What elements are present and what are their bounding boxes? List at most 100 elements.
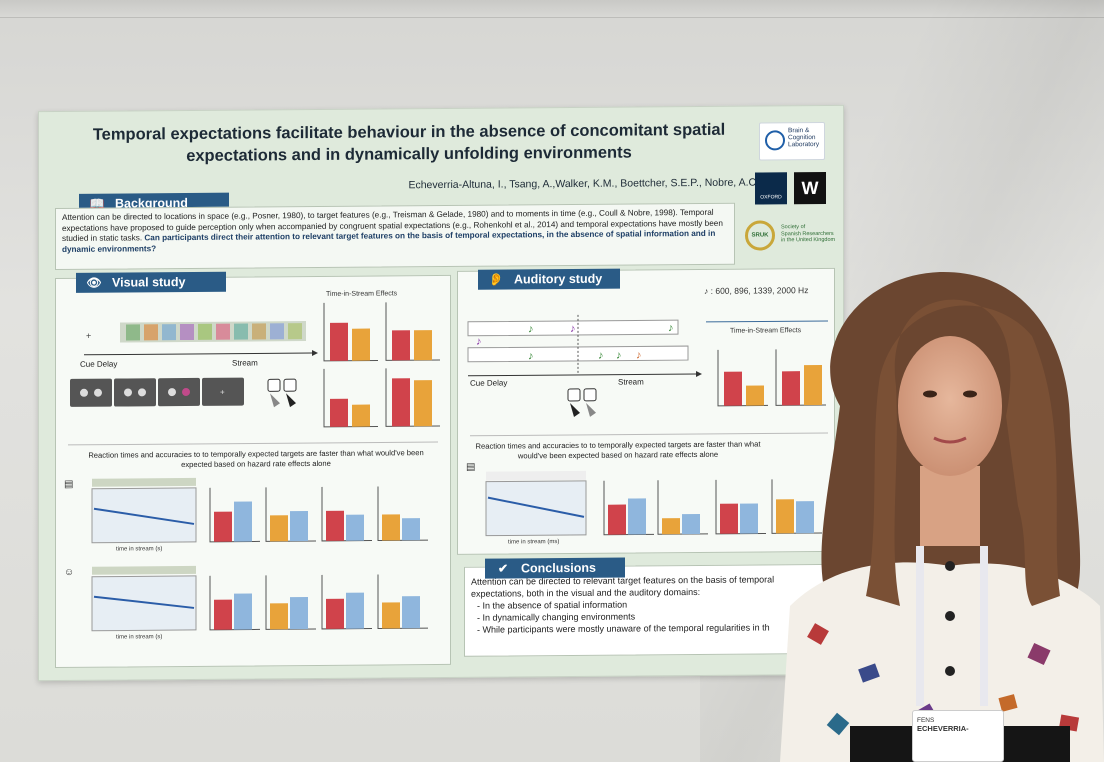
sruk-line3: in the United Kingdom (781, 236, 836, 244)
visual-xaxis-1: time in stream (s) (116, 546, 162, 552)
visual-rt-plots: ▤ ☺ time in stream (s) time in stream (s… (64, 477, 197, 641)
auditory-tise-bar (782, 371, 800, 406)
blouse (780, 562, 1104, 762)
svg-text:▤: ▤ (466, 462, 475, 473)
svg-text:+: + (86, 331, 91, 341)
auditory-tise-chart (717, 349, 826, 407)
auditory-bottom-bars (603, 479, 822, 536)
svg-text:♪: ♪ (528, 350, 533, 362)
auditory-tise-bar (804, 365, 822, 406)
auditory-study-panel: 👂 Auditory study ♪ ♪ ♪ ♪ ♪ ♪ ♪ ♪ Cue Del… (457, 267, 835, 555)
wall-top-ledge (0, 0, 1104, 18)
visual-tise-bar (392, 378, 410, 427)
visual-tise-bar (414, 380, 432, 427)
visual-bottom-bar (402, 518, 420, 541)
visual-bottom-bar (270, 515, 288, 542)
visual-trial-displays: + (70, 377, 244, 407)
visual-tise-bar (330, 398, 348, 427)
auditory-study-graphics: ♪ ♪ ♪ ♪ ♪ ♪ ♪ ♪ Cue Delay Stream (466, 314, 828, 545)
visual-bottom-bar (214, 511, 232, 542)
visual-xaxis-2: time in stream (s) (116, 634, 162, 640)
auditory-xaxis: time in stream (ms) (508, 539, 559, 545)
sruk-ring: SRUK (745, 220, 775, 251)
plot-axis (323, 302, 378, 362)
auditory-bottom-bar (628, 498, 646, 535)
svg-text:♪: ♪ (668, 322, 673, 334)
music-note-icon: ♪ (704, 285, 709, 296)
visual-bottom-bar (234, 501, 252, 542)
sruk-logo: SRUK Society of Spanish Researchers in t… (741, 218, 841, 253)
visual-tise-bar (414, 330, 432, 361)
visual-tise-bar (392, 330, 410, 361)
badge-name: ECHEVERRIA- (917, 724, 969, 733)
auditory-caption: Reaction times and accuracies to to temp… (475, 439, 761, 460)
visual-tise-bar (330, 322, 348, 361)
svg-text:♪: ♪ (616, 350, 621, 362)
name-badge: FENS ECHEVERRIA- (912, 710, 1004, 762)
auditory-rt-plot: ▤ time in stream (ms) (466, 462, 587, 545)
right-eye (963, 390, 977, 398)
svg-text:♪: ♪ (598, 350, 603, 362)
bcl-logo-line3: Laboratory (788, 141, 820, 149)
svg-text:♪: ♪ (570, 323, 575, 335)
poster-title: Temporal expectations facilitate behavio… (49, 118, 769, 168)
visual-bottom-bar (382, 602, 400, 629)
auditory-tise-bar (724, 371, 742, 406)
blouse-pattern (807, 623, 1080, 736)
visual-tise-chart (323, 302, 440, 428)
visual-bottom-bar (346, 514, 364, 541)
badge-event: FENS (917, 717, 935, 724)
visual-stream-label: Stream (232, 358, 258, 367)
auditory-bottom-bar (740, 503, 758, 534)
visual-bottom-bar (346, 592, 364, 629)
poster-authors: Echeverria-Altuna, I., Tsang, A.,Walker,… (408, 176, 759, 192)
visual-tise-bar (352, 328, 370, 361)
plot-axis (377, 486, 428, 541)
plot-axis (657, 480, 708, 535)
visual-bottom-bar (326, 598, 344, 629)
conclusions-heading: ✔ Conclusions (485, 557, 625, 579)
presenter-person (780, 271, 1104, 762)
auditory-bottom-bar (662, 518, 680, 535)
visual-bottom-bar (382, 514, 400, 541)
auditory-tise-bar (746, 385, 764, 406)
visual-caption: Reaction times and accuracies to to temp… (88, 448, 424, 469)
conclusions-heading-label: Conclusions (521, 560, 597, 576)
visual-stimulus-stream (120, 321, 306, 343)
svg-text:▤: ▤ (64, 479, 73, 490)
auditory-stream-label: Stream (618, 377, 644, 386)
visual-tise-bar (352, 404, 370, 427)
svg-text:+: + (220, 388, 225, 397)
visual-study-graphics: + Cue Delay Stream + (64, 302, 440, 641)
svg-text:♪: ♪ (528, 323, 533, 335)
neck (920, 466, 980, 546)
visual-bottom-bar (290, 511, 308, 542)
brain-icon (765, 130, 785, 151)
brain-cognition-lab-logo: Brain & Cognition Laboratory (759, 121, 825, 161)
face (898, 336, 1002, 476)
visual-bottom-bar (402, 596, 420, 629)
auditory-bottom-bar (682, 513, 700, 535)
background-question: Can participants direct their attention … (62, 229, 716, 254)
scientific-poster: Temporal expectations facilitate behavio… (38, 104, 844, 682)
visual-bottom-bar (234, 593, 252, 630)
mouth (933, 436, 967, 444)
checkmark-icon: ✔ (497, 561, 509, 576)
auditory-bottom-bar (720, 503, 738, 534)
svg-text:♪: ♪ (636, 349, 641, 361)
lanyard (916, 546, 988, 706)
visual-cue-delay: Cue Delay (80, 360, 117, 369)
visual-bottom-bar (270, 603, 288, 630)
svg-text:♪: ♪ (476, 336, 481, 348)
background-text-box: Attention can be directed to locations i… (55, 202, 735, 271)
visual-bottom-bar (326, 510, 344, 541)
left-eye (923, 390, 937, 398)
auditory-stream-bars: ♪ ♪ ♪ ♪ ♪ ♪ ♪ ♪ (467, 314, 689, 375)
auditory-response-keys (567, 388, 597, 417)
visual-response-keys (267, 378, 297, 408)
visual-study-panel: 👁 Visual study + Cue Delay Stream (55, 271, 451, 669)
hair-front (866, 299, 1060, 606)
auditory-bottom-bar (608, 504, 626, 535)
visual-bottom-bar (290, 597, 308, 630)
auditory-cue-delay: Cue Delay (470, 378, 507, 387)
